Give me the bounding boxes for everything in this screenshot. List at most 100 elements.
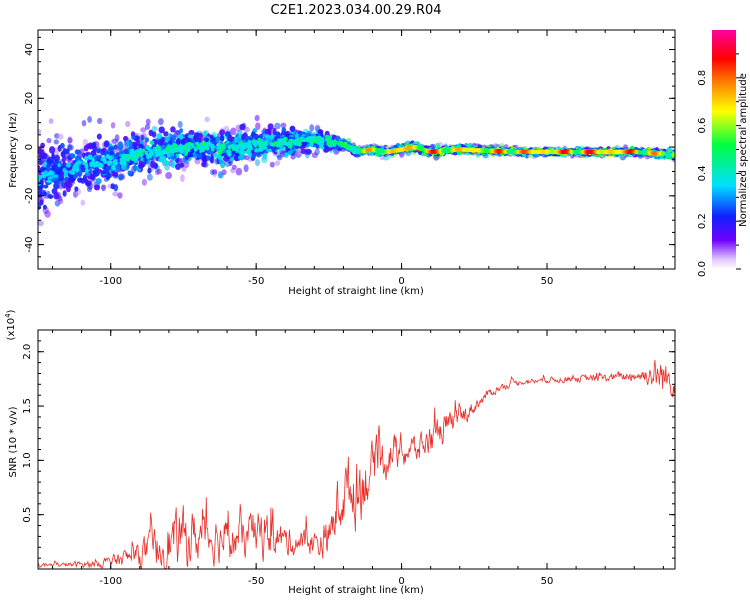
heatmap-cell xyxy=(141,178,147,186)
heatmap-cell xyxy=(101,184,106,192)
heatmap-cell xyxy=(269,142,275,147)
spectrogram-y-label: Frequency (Hz) xyxy=(8,112,19,188)
heatmap-cell xyxy=(197,153,203,159)
heatmap-cell xyxy=(154,150,160,155)
heatmap-cell xyxy=(197,132,204,139)
heatmap-cell xyxy=(48,170,54,175)
heatmap-cell xyxy=(217,170,223,179)
heatmap-cell xyxy=(74,186,79,192)
heatmap-cell xyxy=(276,138,282,142)
heatmap-cell xyxy=(144,137,149,143)
y-tick-label: 2.0 xyxy=(22,344,33,360)
y-tick-label: -20 xyxy=(24,188,35,204)
heatmap-cell xyxy=(175,138,181,145)
heatmap-cell xyxy=(243,164,249,173)
heatmap-cell xyxy=(190,148,195,154)
heatmap-cell xyxy=(105,169,110,174)
heatmap-cell xyxy=(219,129,226,136)
heatmap-cell xyxy=(317,129,324,136)
heatmap-cell xyxy=(117,192,123,199)
heatmap-cell xyxy=(87,154,93,160)
heatmap-cell xyxy=(193,147,198,152)
y-tick-label: 0.5 xyxy=(22,507,33,523)
heatmap-cell xyxy=(147,167,152,174)
heatmap-cell xyxy=(204,116,210,123)
heatmap-cell xyxy=(125,153,130,158)
heatmap-cell xyxy=(178,148,183,152)
heatmap-cell xyxy=(148,129,154,136)
heatmap-cell xyxy=(305,148,312,155)
heatmap-cell xyxy=(91,157,95,164)
heatmap-cell xyxy=(325,137,331,142)
heatmap-cell xyxy=(48,118,54,124)
heatmap-cell xyxy=(227,151,232,157)
heatmap-cell xyxy=(269,134,275,140)
heatmap-cell xyxy=(148,149,154,154)
heatmap-cell xyxy=(244,142,248,147)
heatmap-cell xyxy=(96,133,102,140)
heatmap-cell xyxy=(399,150,404,159)
heatmap-cell xyxy=(84,168,89,173)
heatmap-cell xyxy=(133,164,137,172)
heatmap-cell xyxy=(55,169,61,176)
heatmap-cell xyxy=(38,220,44,227)
heatmap-cell xyxy=(88,167,93,172)
heatmap-cell xyxy=(125,139,130,147)
heatmap-cell xyxy=(159,155,166,161)
heatmap-cell xyxy=(281,127,287,133)
heatmap-cell xyxy=(111,138,119,144)
heatmap-cell xyxy=(157,146,162,152)
heatmap-cell xyxy=(247,139,252,145)
heatmap-cell xyxy=(131,157,136,162)
heatmap-cell xyxy=(49,146,56,154)
heatmap-cell xyxy=(109,150,114,156)
heatmap-cell xyxy=(210,137,216,142)
heatmap-cell xyxy=(143,157,148,164)
heatmap-cell xyxy=(114,171,119,178)
heatmap-cell xyxy=(82,138,88,146)
heatmap-cell xyxy=(665,152,671,156)
heatmap-cell xyxy=(93,184,101,191)
figure-title: C2E1.2023.034.00.29.R04 xyxy=(270,3,441,18)
heatmap-cell xyxy=(94,160,100,167)
snr-x-axis: -100 -50 0 50 xyxy=(52,330,664,587)
heatmap-cell xyxy=(71,168,77,172)
heatmap-cell xyxy=(138,163,145,169)
heatmap-cell xyxy=(108,160,113,165)
heatmap-cell xyxy=(251,152,256,159)
heatmap-cell xyxy=(118,174,124,181)
heatmap-cell xyxy=(64,176,68,182)
y-tick-label: 0 xyxy=(24,144,35,150)
y-tick-label: -40 xyxy=(24,236,35,252)
heatmap-cell xyxy=(169,148,175,154)
heatmap-cell xyxy=(307,135,313,140)
heatmap-cell xyxy=(194,141,200,146)
x-tick-label: 0 xyxy=(398,576,404,587)
heatmap-cell xyxy=(101,170,106,175)
heatmap-cell xyxy=(145,118,151,126)
y-tick-label: 20 xyxy=(24,92,35,105)
heatmap-cell xyxy=(101,158,106,162)
snr-y-scale-base: (x10 xyxy=(6,318,17,341)
heatmap-cell xyxy=(213,153,217,158)
heatmap-cell xyxy=(290,154,296,160)
heatmap-cell xyxy=(138,147,142,152)
heatmap-cell xyxy=(144,123,151,130)
heatmap-cell xyxy=(671,151,675,158)
heatmap-cell xyxy=(220,163,225,169)
heatmap-cell xyxy=(201,161,207,168)
snr-x-label: Height of straight line (km) xyxy=(288,585,424,596)
heatmap-cell xyxy=(179,128,184,134)
x-tick-label: -100 xyxy=(99,276,122,287)
colorbar-label: Normalized spectral amplitude xyxy=(738,73,749,227)
heatmap-cell xyxy=(75,149,81,155)
heatmap-cell xyxy=(81,120,87,127)
heatmap-cell xyxy=(115,167,120,173)
heatmap-cell xyxy=(42,204,47,210)
heatmap-cell xyxy=(46,137,52,144)
heatmap-cell xyxy=(158,126,165,134)
heatmap-cell xyxy=(264,128,271,135)
heatmap-cell xyxy=(43,161,48,166)
heatmap-cell xyxy=(202,140,206,146)
heatmap-cell xyxy=(65,148,70,155)
